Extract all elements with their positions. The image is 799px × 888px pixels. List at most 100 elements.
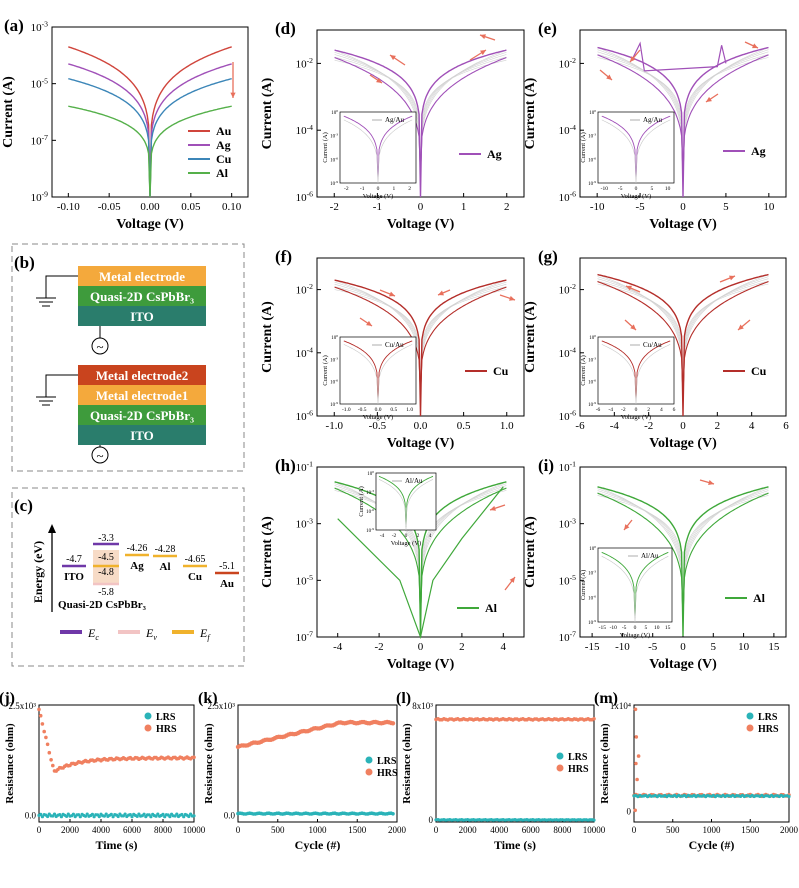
sweep-arrowhead <box>438 290 444 296</box>
sweep-arrowhead <box>706 96 712 102</box>
inset-legend-text: Al/Au <box>641 552 659 560</box>
layer-label: Quasi-2D CsPbBr₃ <box>90 289 194 304</box>
inset-x-tick-label: 10 <box>654 625 660 631</box>
level-name: Quasi-2D CsPbBr₃ <box>58 599 147 611</box>
tick-label: 10-6 <box>330 156 338 163</box>
y-tick-label: 0 <box>429 815 434 825</box>
tick-label: 10-7 <box>31 133 49 147</box>
data-point <box>168 815 172 819</box>
tick-label: 10-1 <box>559 460 577 474</box>
y-axis-label: Resistance (ohm) <box>203 723 215 804</box>
panel-j: 0 2000 4000 6000 8000 10000 2.5x10³ 0.0 Time (s)… <box>0 690 206 852</box>
sweep-arrowhead <box>630 56 636 62</box>
level-name: Cu <box>188 571 202 583</box>
inset-x-tick-label: 2 <box>417 533 420 539</box>
panel-label: (h) <box>275 456 296 475</box>
panel-label: (e) <box>538 19 557 38</box>
legend-text: Al <box>485 601 498 615</box>
legend-text: LRS <box>377 756 397 767</box>
tick-label: 10-4 <box>559 345 577 359</box>
layer-label: Metal electrode2 <box>96 368 189 383</box>
x-tick-label: 0 <box>434 825 439 835</box>
level-value: -5.8 <box>98 587 114 598</box>
tick-label: 10-3 <box>31 20 49 34</box>
inset-curve-gray <box>378 479 434 531</box>
device-layer <box>78 385 206 405</box>
data-point <box>149 815 153 819</box>
y-axis-label: Current (A) <box>523 516 538 588</box>
x-tick-label: 1500 <box>348 825 367 835</box>
x-tick-label: 2 <box>459 641 465 653</box>
inset-y-label: Current (A) <box>322 355 329 386</box>
inset-curve-gray <box>601 555 669 623</box>
sweep-arrowhead <box>729 275 735 281</box>
series-line-return <box>334 56 507 174</box>
tick-label: 10-3 <box>559 516 577 530</box>
inset-x-tick-label: -15 <box>599 625 607 631</box>
data-point <box>59 815 64 819</box>
inset-x-tick-label: 0.0 <box>375 407 382 413</box>
y-axis-label: Resistance (ohm) <box>4 723 16 804</box>
x-tick-label: 0 <box>236 825 241 835</box>
x-tick-label: 15 <box>768 641 780 653</box>
x-axis-label: Voltage (V) <box>649 436 717 451</box>
inset-x-tick-label: 2 <box>647 407 650 413</box>
x-tick-label: 4 <box>501 641 507 653</box>
tick-label: 10-2 <box>559 56 577 70</box>
tick-label: 10-9 <box>31 190 49 204</box>
x-tick-label: -5 <box>635 201 645 213</box>
inset-x-tick-label: -5 <box>622 625 627 631</box>
tick-label: 10-3 <box>366 489 374 496</box>
tick-label: 10-6 <box>559 190 577 204</box>
x-axis-label: Voltage (V) <box>387 217 455 232</box>
tick-label: 10-4 <box>296 123 314 137</box>
inset-x-tick-label: -2 <box>344 186 349 192</box>
data-point <box>39 812 43 817</box>
inset-x-label: Voltage (V) <box>621 193 651 200</box>
tick-label: 10-1 <box>296 460 314 474</box>
legend-text: HRS <box>377 768 398 779</box>
data-point <box>85 812 89 816</box>
sweep-arrowhead <box>509 577 515 583</box>
y-axis-label: Resistance (ohm) <box>599 723 611 804</box>
tick-label: 10-2 <box>296 282 314 296</box>
series-line <box>334 279 507 417</box>
x-tick-label: 5 <box>711 641 717 653</box>
inset-x-label: Voltage (V) <box>620 632 650 639</box>
tick-label: 10-6 <box>296 190 314 204</box>
data-point <box>123 812 127 816</box>
inset-x-tick-label: -0.5 <box>358 407 367 413</box>
data-point <box>42 729 46 734</box>
tick-label: 10-7 <box>559 630 577 644</box>
data-point <box>104 812 108 816</box>
inset-legend-text: Ag/Au <box>385 116 405 124</box>
data-point <box>90 812 94 816</box>
inset-x-tick-label: 1.0 <box>406 407 413 413</box>
x-tick-label: -15 <box>585 641 600 653</box>
x-tick-label: -1 <box>373 201 382 213</box>
panel-label: (c) <box>14 496 33 515</box>
inset-x-tick-label: 0 <box>635 407 638 413</box>
legend-text: LRS <box>568 752 588 763</box>
layer-label: Metal electrode <box>99 269 185 284</box>
series-line <box>597 273 769 417</box>
x-tick-label: 0.05 <box>181 201 201 213</box>
panel-label: (b) <box>14 253 35 272</box>
data-point <box>390 721 396 726</box>
inset-x-tick-label: -4 <box>380 533 385 539</box>
tick-label: 10-9 <box>588 619 596 626</box>
tick-label: 10-3 <box>330 133 338 140</box>
legend-text: Cu <box>493 364 509 378</box>
data-point <box>633 808 637 813</box>
tick-label: 100 <box>331 334 338 341</box>
y-tick-label: 0 <box>627 806 632 816</box>
inset-curve-gray <box>343 344 413 405</box>
panel-label: (l) <box>396 690 411 707</box>
x-tick-label: 2 <box>504 201 510 213</box>
tick-label: 10-5 <box>31 76 49 90</box>
data-point <box>592 818 596 822</box>
y-tick-label: 1x10⁴ <box>610 701 631 711</box>
panel-e: -10 -5 0 5 10 10-6 10-4 10-2 Voltage (V) Current … <box>523 19 787 232</box>
x-axis-label: Voltage (V) <box>387 657 455 672</box>
